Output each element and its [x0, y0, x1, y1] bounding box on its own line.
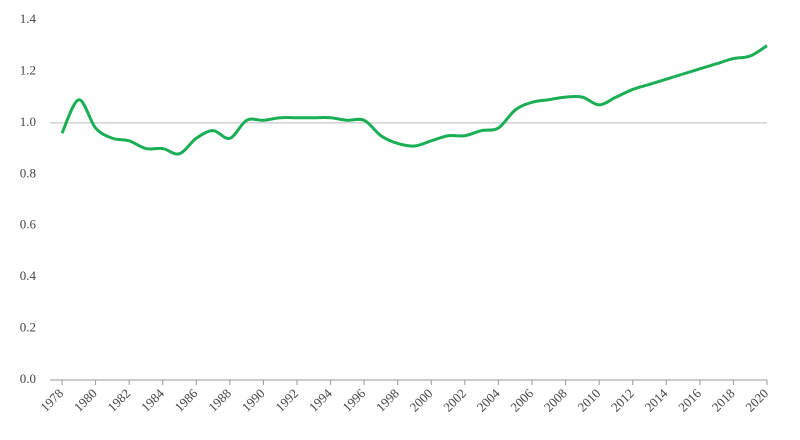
x-tick-label: 1978 — [37, 386, 66, 415]
x-tick-label: 1992 — [272, 386, 301, 415]
y-tick-label: 0.2 — [20, 320, 36, 335]
x-tick-label: 2016 — [675, 385, 704, 414]
y-tick-label: 0.6 — [20, 217, 37, 232]
x-tick-label: 2014 — [642, 385, 671, 414]
x-tick-label: 1988 — [205, 386, 234, 415]
x-tick-label: 1986 — [172, 385, 201, 414]
y-tick-label: 1.4 — [20, 11, 37, 26]
x-tick-label: 2004 — [474, 385, 503, 414]
x-tick-label: 2008 — [541, 386, 570, 415]
x-tick-label: 1984 — [138, 385, 167, 414]
data-line — [60, 44, 768, 156]
x-tick-label: 2006 — [507, 385, 536, 414]
x-tick-label: 2012 — [608, 386, 637, 415]
x-tick-label: 2010 — [574, 386, 603, 415]
x-tick-label: 1996 — [339, 385, 368, 414]
y-tick-label: 1.2 — [20, 62, 36, 77]
y-tick-label: 0.0 — [20, 371, 36, 386]
x-tick-label: 1994 — [306, 385, 335, 414]
x-tick-label: 2020 — [742, 386, 771, 415]
y-tick-label: 0.8 — [20, 165, 36, 180]
x-tick-label: 1982 — [104, 386, 133, 415]
x-tick-label: 2002 — [440, 386, 469, 415]
y-tick-label: 0.4 — [20, 268, 37, 283]
x-tick-label: 1980 — [71, 386, 100, 415]
x-tick-label: 1998 — [373, 386, 402, 415]
x-tick-label: 2018 — [709, 386, 738, 415]
x-tick-label: 2000 — [407, 386, 436, 415]
y-tick-label: 1.0 — [20, 114, 36, 129]
x-tick-label: 1990 — [239, 386, 268, 415]
